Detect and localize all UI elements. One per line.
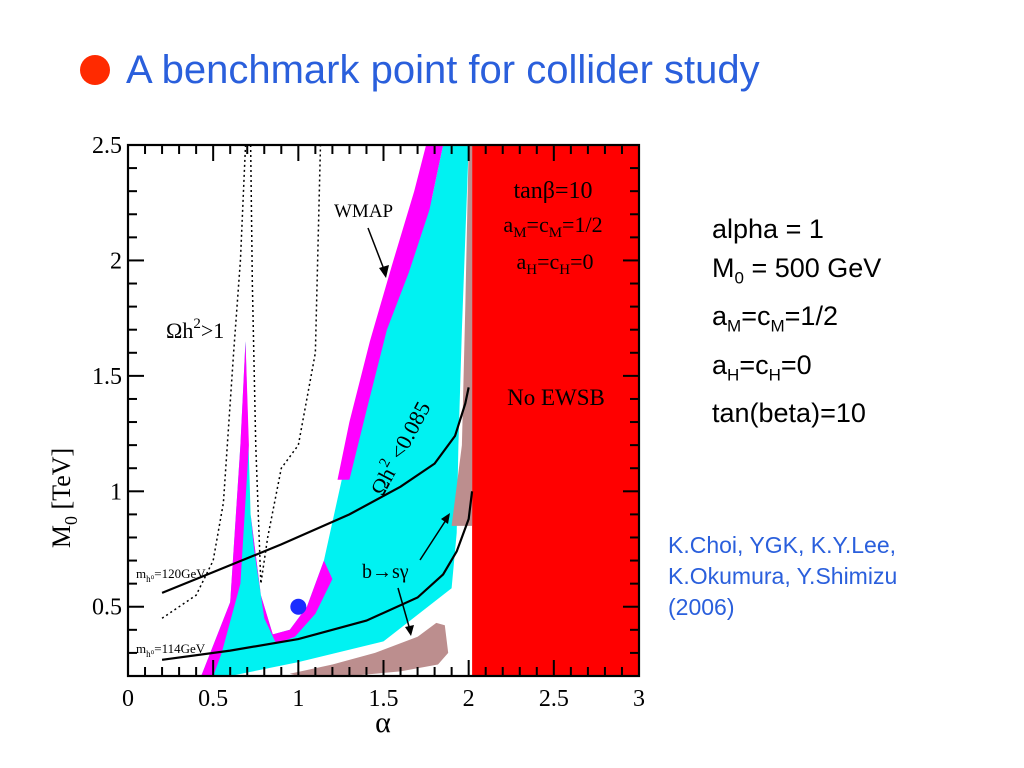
param-am-eq: =c	[741, 301, 771, 332]
chart-regions	[201, 145, 639, 676]
param-ah-a: a	[712, 349, 728, 380]
tanbeta-annotation: tanβ=10	[513, 178, 592, 204]
reference-line-3: (2006)	[668, 594, 735, 620]
cm-sub: M	[549, 225, 562, 241]
relic-density-region-mid	[332, 145, 464, 607]
param-cm-sub: M	[770, 316, 785, 336]
param-m0-main: M	[712, 253, 735, 283]
no-ewsb-label: No EWSB	[507, 385, 605, 410]
param-alpha: alpha = 1	[712, 214, 824, 244]
bsg-arrow-down-head	[405, 625, 414, 636]
mh114-curve	[161, 491, 474, 661]
chart-ticks	[127, 144, 640, 677]
y-axis-label: M0 [TeV]	[47, 448, 81, 548]
wmap-region-left	[201, 341, 249, 676]
bsg-arrow-up-head	[441, 513, 450, 524]
wmap-arrow-head	[379, 265, 389, 278]
x-tick-label: 1	[292, 686, 304, 712]
am-sub: M	[513, 225, 526, 241]
mh120-sub: h⁰	[146, 574, 155, 584]
chart-tick-labels: 0 0.5 1 1.5 2 2.5 3 0.5 1 1.5 2 2.5	[92, 133, 645, 712]
am-eq: =c	[527, 212, 549, 237]
param-m0-rest: = 500 GeV	[743, 253, 882, 283]
param-m0: M0 = 500 GeV	[712, 249, 881, 297]
benchmark-point	[290, 598, 307, 615]
parameter-space-chart: 0 0.5 1 1.5 2 2.5 30.511.522.5 α M0 [TeV] tanβ…	[47, 133, 645, 739]
mh114-label: mh⁰=114GeV	[136, 641, 206, 659]
mh114-main: m	[136, 641, 146, 656]
mh120-main: m	[136, 566, 146, 581]
mh120-rest: =120GeV	[154, 566, 206, 581]
param-ah: aH=cH=0	[712, 346, 881, 394]
param-am: aM=cM=1/2	[712, 297, 881, 345]
x-tick-label: 2	[463, 686, 475, 712]
y-axis-label-rest: [TeV]	[47, 448, 76, 516]
excluded-band	[451, 145, 473, 526]
param-tanbeta: tan(beta)=10	[712, 398, 866, 429]
y-tick-label: 2	[110, 248, 122, 274]
x-tick-label: 0	[122, 686, 134, 712]
ah-rest: =0	[570, 249, 593, 274]
param-ah-eq: =c	[739, 349, 769, 380]
wmap-region-upper	[337, 145, 444, 480]
ah-a: a	[516, 249, 526, 274]
slide-title: A benchmark point for collider study	[80, 40, 760, 100]
reference-line-1: K.Choi, YGK, K.Y.Lee,	[668, 532, 897, 558]
mh114-sub: h⁰	[146, 649, 155, 659]
bsg-label: b→sγ	[362, 561, 409, 583]
param-ah-rest: =0	[780, 349, 812, 380]
mh120-curve	[161, 387, 470, 594]
mh114-rest: =114GeV	[154, 641, 206, 656]
omega-gt1-sup: 2	[193, 316, 201, 332]
excluded-low-region	[289, 622, 449, 676]
chart-curves	[161, 144, 474, 661]
param-m0-sub: 0	[734, 268, 744, 288]
no-ewsb-region	[472, 145, 639, 676]
bullet-icon	[80, 55, 110, 85]
x-axis-label: α	[375, 706, 391, 739]
param-ch-sub: H	[768, 365, 781, 385]
reference-citation: K.Choi, YGK, K.Y.Lee, K.Okumura, Y.Shimi…	[668, 530, 897, 623]
parameter-list: alpha = 1 M0 = 500 GeV aM=cM=1/2 aH=cH=0…	[712, 210, 881, 433]
x-tick-label: 3	[633, 686, 645, 712]
ah-sub: H	[526, 262, 537, 278]
am-a: a	[503, 212, 513, 237]
y-tick-label: 1.5	[92, 364, 122, 390]
omega-bound-mid-curve	[249, 144, 322, 584]
y-axis-label-sub: 0	[61, 516, 81, 525]
wmap-arrow	[367, 227, 386, 273]
am-rest: =1/2	[562, 212, 603, 237]
omega-gt1-main: Ωh	[166, 318, 193, 343]
bsg-arrow-up	[419, 519, 447, 561]
omega-bound-left-curve	[161, 144, 247, 619]
y-axis-label-main: M	[47, 525, 76, 548]
reference-line-2: K.Okumura, Y.Shimizu	[668, 563, 898, 589]
title-text: A benchmark point for collider study	[126, 47, 760, 92]
y-tick-label: 2.5	[92, 133, 122, 159]
bsg-arrow-down	[397, 587, 411, 631]
omega-gt1-label: Ωh2>1	[166, 316, 224, 343]
param-am-sub: M	[727, 316, 742, 336]
am-annotation: aM=cM=1/2	[503, 212, 602, 241]
y-tick-label: 1	[110, 479, 122, 505]
wmap-label: WMAP	[334, 201, 393, 222]
ch-sub: H	[559, 262, 570, 278]
omega-gt1-rest: >1	[201, 318, 224, 343]
param-ah-sub: H	[727, 365, 740, 385]
x-tick-label: 2.5	[539, 686, 569, 712]
x-tick-label: 1.5	[369, 686, 399, 712]
x-tick-label: 0.5	[198, 686, 228, 712]
wmap-region-valley	[250, 514, 333, 644]
y-tick-label: 0.5	[92, 595, 122, 621]
mh120-label: mh⁰=120GeV	[136, 566, 206, 584]
ah-annotation: aH=cH=0	[516, 249, 593, 278]
param-am-a: a	[712, 301, 728, 332]
ah-eq: =c	[537, 249, 559, 274]
param-am-rest: =1/2	[784, 301, 838, 332]
